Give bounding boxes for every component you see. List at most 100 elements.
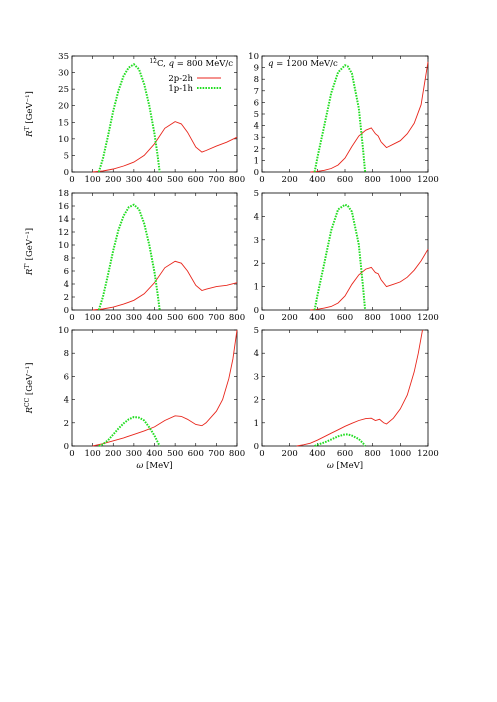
x-tick-label: 200 xyxy=(282,449,298,459)
x-tick-label: 1000 xyxy=(390,449,412,459)
x-tick-label: 600 xyxy=(337,449,353,459)
x-tick-label: 200 xyxy=(282,175,298,185)
x-tick-label: 700 xyxy=(208,313,224,323)
y-tick-label: 30 xyxy=(58,69,69,79)
x-tick-label: 500 xyxy=(167,449,183,459)
x-tick-label: 1200 xyxy=(417,175,439,185)
panel-middle-left: 0 100 200 300 400 500 600 700 800024681012141618… xyxy=(24,189,246,323)
y-tick-label: 3 xyxy=(254,133,259,143)
x-tick-label: 1000 xyxy=(390,313,412,323)
y-tick-label: 4 xyxy=(254,212,259,222)
x-axis-label: ω [MeV] xyxy=(327,461,363,471)
x-tick-label: 800 xyxy=(365,175,381,185)
y-tick-label: 5 xyxy=(254,326,259,336)
y-tick-label: 6 xyxy=(254,98,259,108)
y-tick-label: 10 xyxy=(58,135,69,145)
x-tick-label: 700 xyxy=(208,449,224,459)
y-tick-label: 5 xyxy=(64,151,69,161)
plot-frame xyxy=(71,55,238,173)
y-axis-label: RT' [GeV⁻¹] xyxy=(24,228,36,276)
legend-label-2p-2h: 2p-2h xyxy=(168,74,193,84)
y-tick-label: 35 xyxy=(58,52,69,62)
y-tick-label: 10 xyxy=(248,52,259,62)
plot-frame xyxy=(261,329,429,447)
series-2p-2h-line xyxy=(92,121,238,173)
x-tick-label: 600 xyxy=(188,313,204,323)
series-2p-2h-line xyxy=(92,329,238,447)
series-2p-2h-line xyxy=(310,61,429,173)
x-tick-label: 400 xyxy=(309,313,325,323)
x-tick-label: 0 xyxy=(69,313,74,323)
x-tick-label: 800 xyxy=(229,175,245,185)
y-tick-label: 18 xyxy=(58,189,69,199)
x-tick-label: 500 xyxy=(167,175,183,185)
x-tick-label: 200 xyxy=(105,175,121,185)
y-tick-label: 8 xyxy=(64,349,69,359)
panel-bottom-left: 0 100 200 300 400 500 600 700 800 0 2 4 6 8 10 RCC [GeV… xyxy=(24,326,246,471)
x-axis-label: ω [MeV] xyxy=(136,461,172,471)
y-tick-label: 2 xyxy=(64,293,69,303)
plot-frame xyxy=(71,192,238,311)
y-tick-label: 1 xyxy=(254,283,259,293)
series-1p-1h-line xyxy=(313,203,367,311)
series-1p-1h-line xyxy=(97,63,161,173)
x-tick-label: 300 xyxy=(126,175,142,185)
x-tick-label: 500 xyxy=(167,313,183,323)
x-tick-label: 0 xyxy=(259,313,264,323)
x-tick-label: 800 xyxy=(229,449,245,459)
x-tick-label: 0 xyxy=(259,449,264,459)
series-1p-1h-line xyxy=(314,433,366,447)
x-tick-label: 400 xyxy=(146,175,162,185)
x-tick-label: 800 xyxy=(229,313,245,323)
y-tick-label: 5 xyxy=(254,110,259,120)
x-tick-label: 400 xyxy=(309,449,325,459)
plot-frame xyxy=(261,192,429,311)
x-tick-label: 600 xyxy=(188,175,204,185)
y-tick-label: 0 xyxy=(254,168,259,178)
y-tick-label: 8 xyxy=(64,254,69,264)
y-tick-label: 4 xyxy=(254,349,259,359)
y-tick-label: 2 xyxy=(254,259,259,269)
x-tick-label: 700 xyxy=(208,175,224,185)
y-tick-label: 6 xyxy=(64,372,69,382)
x-tick-label: 100 xyxy=(85,175,101,185)
x-tick-label: 600 xyxy=(337,313,353,323)
x-tick-label: 800 xyxy=(365,313,381,323)
y-tick-label: 0 xyxy=(64,168,69,178)
y-tick-label: 1 xyxy=(254,419,259,429)
y-tick-label: 25 xyxy=(58,85,69,95)
x-tick-label: 400 xyxy=(146,449,162,459)
y-tick-label: 7 xyxy=(254,87,259,97)
y-tick-label: 4 xyxy=(64,280,69,290)
series-2p-2h-line xyxy=(310,248,429,311)
y-tick-label: 0 xyxy=(254,442,259,452)
panel-annotation: 12C, q = 800 MeV/c xyxy=(149,58,233,70)
x-tick-label: 1000 xyxy=(390,175,412,185)
y-tick-label: 2 xyxy=(254,145,259,155)
y-tick-label: 6 xyxy=(64,267,69,277)
x-tick-label: 0 xyxy=(69,449,74,459)
x-tick-label: 400 xyxy=(146,313,162,323)
series-1p-1h-line xyxy=(98,415,161,447)
y-tick-label: 0 xyxy=(64,442,69,452)
y-tick-label: 2 xyxy=(64,419,69,429)
series-1p-1h-line xyxy=(97,203,161,311)
panel-annotation: q = 1200 MeV/c xyxy=(268,59,338,69)
x-tick-label: 400 xyxy=(309,175,325,185)
plot-frame xyxy=(71,329,238,447)
x-tick-label: 1200 xyxy=(417,449,439,459)
panel-top-left: 0 100 200 300 400 500 600 700 800 0 5 10 15 20 25 30 35 R… xyxy=(24,52,246,185)
y-tick-label: 3 xyxy=(254,236,259,246)
y-tick-label: 3 xyxy=(254,372,259,382)
y-tick-label: 9 xyxy=(254,64,259,74)
y-axis-label: RT [GeV⁻¹] xyxy=(24,91,36,138)
y-tick-label: 10 xyxy=(58,241,69,251)
x-tick-label: 600 xyxy=(337,175,353,185)
x-tick-label: 600 xyxy=(188,449,204,459)
legend-label-1p-1h: 1p-1h xyxy=(168,84,193,94)
y-tick-label: 16 xyxy=(58,202,69,212)
y-tick-label: 0 xyxy=(254,306,259,316)
